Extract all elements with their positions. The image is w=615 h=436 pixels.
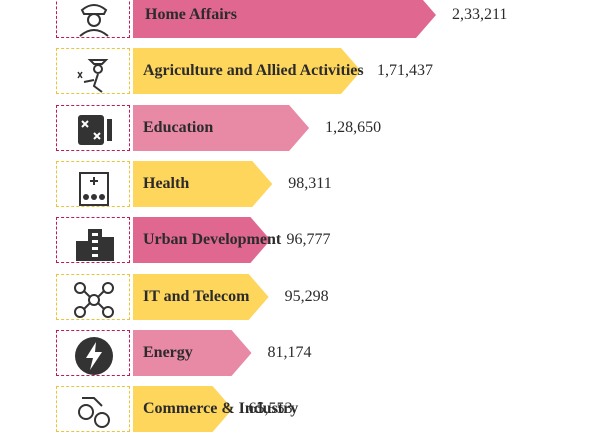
bar	[133, 217, 271, 264]
farmer-icon	[77, 59, 109, 94]
data-label: 1,28,650	[325, 118, 382, 136]
category-label: Health	[143, 174, 190, 192]
icon-frame	[56, 160, 130, 207]
bar-shape	[133, 273, 269, 320]
icon-frame	[56, 104, 130, 151]
category-label: Education	[143, 118, 214, 136]
police-officer-icon	[79, 4, 109, 37]
bar	[133, 48, 362, 95]
data-label: 1,71,437	[377, 62, 434, 80]
bar	[133, 273, 269, 320]
bar	[133, 0, 436, 38]
data-label: 95,298	[284, 287, 329, 305]
bar-shape	[133, 160, 273, 207]
chart-row: IT and Telecom 95,298	[0, 273, 615, 324]
hospital-icon	[79, 171, 109, 206]
icon-frame	[56, 217, 130, 264]
category-label: Home Affairs	[145, 6, 237, 23]
chart-row: Energy 81,174	[0, 329, 615, 380]
data-label: 81,174	[267, 343, 312, 361]
lightning-icon	[75, 336, 113, 375]
bar-shape	[133, 217, 271, 264]
bar-shape	[133, 0, 436, 38]
icon-frame	[56, 0, 130, 38]
data-label: 65,553	[248, 400, 293, 418]
bar	[133, 104, 310, 151]
icon-frame	[56, 329, 130, 376]
chart-row: Home Affairs 2,33,211	[0, 0, 615, 42]
network-icon	[74, 281, 114, 318]
chart-row: Urban Development 96,777	[0, 217, 615, 267]
chart-row: Agriculture and Allied Activities 1,71,43…	[0, 48, 615, 98]
bar-shape	[133, 329, 252, 376]
bar	[133, 329, 252, 376]
category-label: Agriculture and Allied Activities	[143, 62, 364, 80]
chart-row: Commerce & Industry 65,553	[0, 386, 615, 436]
category-label: Urban Development	[143, 231, 282, 249]
chart-row: Health 98,311	[0, 160, 615, 211]
bar-shape	[133, 48, 362, 95]
category-label: Energy	[143, 343, 193, 361]
data-label: 96,777	[286, 231, 331, 249]
icon-frame	[56, 273, 130, 320]
data-label: 98,311	[288, 174, 332, 192]
icon-frame	[56, 48, 130, 95]
chart-row: Education 1,28,650	[0, 104, 615, 155]
bar	[133, 160, 273, 207]
bar-shape	[133, 104, 310, 151]
buildings-icon	[76, 229, 114, 262]
category-label: IT and Telecom	[143, 287, 250, 305]
blueprint-icon	[78, 114, 112, 145]
bar-shape	[133, 386, 233, 433]
data-label: 2,33,211	[452, 6, 508, 23]
